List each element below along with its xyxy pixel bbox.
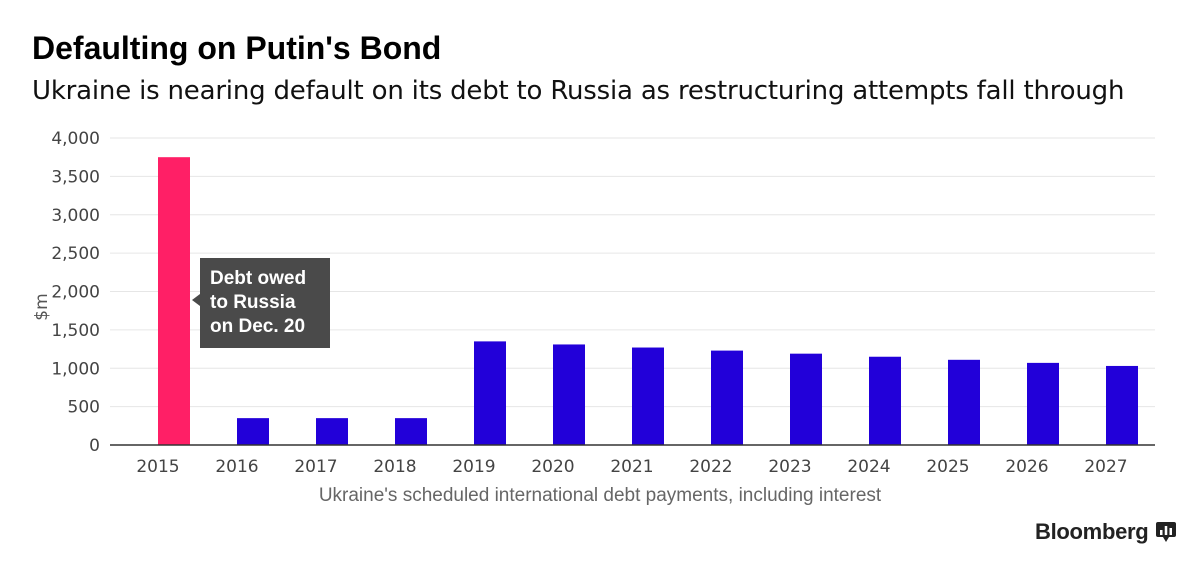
bar-2018 (395, 418, 427, 445)
brand-logo-text: Bloomberg (1035, 519, 1149, 544)
x-tick-label: 2021 (610, 457, 653, 477)
bars (158, 157, 1138, 445)
y-tick-label: 2,500 (51, 244, 100, 264)
y-tick-label: 3,500 (51, 167, 100, 187)
x-tick-label: 2027 (1084, 457, 1127, 477)
y-tick-labels: 0 500 1,000 1,500 2,000 2,500 3,000 3,500 4,000 (51, 129, 100, 456)
bar-2022 (711, 350, 743, 445)
bar-2020 (553, 344, 585, 445)
y-axis-title: $m (32, 293, 52, 320)
callout-line: on Dec. 20 (210, 316, 305, 337)
chart-title: Defaulting on Putin's Bond (32, 30, 442, 66)
callout-box (200, 258, 330, 348)
x-tick-label: 2025 (926, 457, 969, 477)
bar-2017 (316, 418, 348, 445)
bloomberg-chart-icon (1156, 522, 1176, 542)
y-tick-label: 1,000 (51, 359, 100, 379)
x-tick-label: 2020 (531, 457, 574, 477)
x-tick-label: 2016 (215, 457, 258, 477)
y-tick-label: 500 (68, 398, 100, 418)
x-tick-label: 2018 (373, 457, 416, 477)
bar-2024 (869, 356, 901, 445)
chart-subtitle: Ukraine is nearing default on its debt t… (32, 76, 1125, 106)
y-tick-label: 0 (89, 436, 100, 456)
callout-pointer (192, 294, 200, 306)
y-tick-label: 4,000 (51, 129, 100, 149)
x-tick-label: 2022 (689, 457, 732, 477)
bar-2021 (632, 347, 664, 445)
x-tick-label: 2017 (294, 457, 337, 477)
x-tick-label: 2015 (136, 457, 179, 477)
bar-2027 (1106, 365, 1138, 445)
bar-2016 (237, 418, 269, 445)
bar-2023 (790, 353, 822, 445)
x-tick-label: 2026 (1005, 457, 1048, 477)
bar-2019 (474, 341, 506, 445)
y-tick-label: 3,000 (51, 206, 100, 226)
bar-2026 (1027, 362, 1059, 445)
x-tick-label: 2023 (768, 457, 811, 477)
x-tick-labels: 2015 2016 2017 2018 2019 2020 2021 2022 2023 2024… (136, 457, 1127, 477)
callout-line: to Russia (210, 292, 296, 313)
x-tick-label: 2019 (452, 457, 495, 477)
y-tick-label: 2,000 (51, 283, 100, 303)
x-axis-title: Ukraine's scheduled international debt p… (319, 485, 882, 506)
bar-2025 (948, 359, 980, 445)
x-tick-label: 2024 (847, 457, 890, 477)
y-tick-label: 1,500 (51, 321, 100, 341)
grid-lines (110, 137, 1155, 408)
bar-2015 (158, 157, 190, 445)
callout-line: Debt owed (210, 268, 306, 289)
annotation-callout: Debt owed to Russia on Dec. 20 (192, 258, 330, 348)
